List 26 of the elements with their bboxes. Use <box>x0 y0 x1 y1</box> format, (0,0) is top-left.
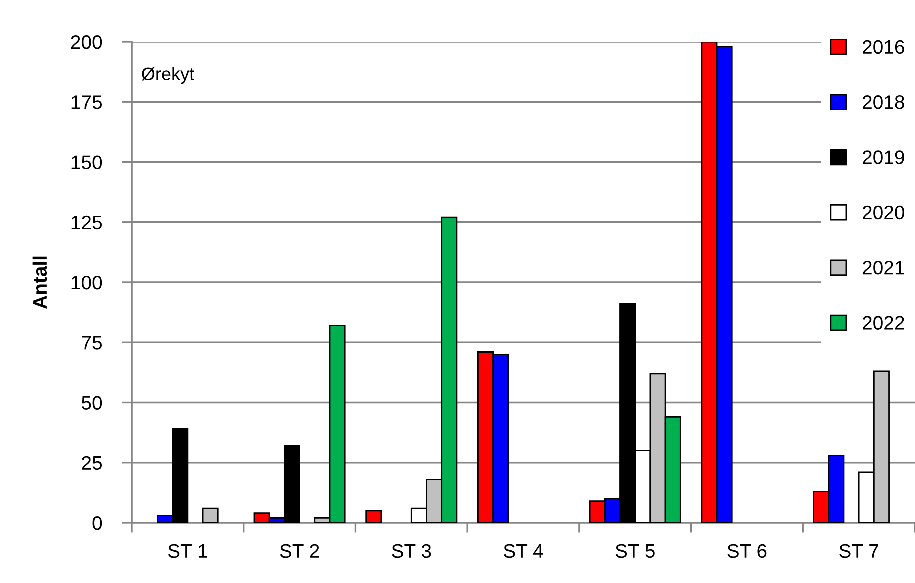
legend-label: 2019 <box>863 150 904 164</box>
x-tick-label: ST 5 <box>616 544 655 558</box>
x-tick-label: ST 1 <box>168 544 208 558</box>
legend-label: 2020 <box>863 206 905 220</box>
annotation: Ørekyt <box>142 67 194 84</box>
y-tick-label: 125 <box>72 216 102 230</box>
y-tick-label: 150 <box>72 156 102 170</box>
x-tick-label: ST 2 <box>280 544 320 558</box>
y-tick-label: 0 <box>92 516 102 530</box>
y-axis-title: Antall <box>32 256 48 310</box>
legend-label: 2021 <box>863 261 904 275</box>
y-tick-label: 175 <box>72 96 102 110</box>
x-tick-label: ST 6 <box>728 544 767 558</box>
legend-label: 2018 <box>863 95 904 110</box>
x-tick-label: ST 4 <box>504 544 544 558</box>
legend-label: 2016 <box>863 40 904 54</box>
y-tick-label: 100 <box>72 276 102 290</box>
x-tick-label: ST 7 <box>840 544 878 558</box>
y-tick-label: 50 <box>82 396 102 410</box>
y-tick-label: 75 <box>82 336 102 350</box>
legend-label: 2022 <box>863 316 904 330</box>
y-tick-label: 25 <box>82 456 102 470</box>
x-tick-label: ST 3 <box>392 544 432 558</box>
y-tick-label: 200 <box>71 35 102 50</box>
bar <box>366 510 382 523</box>
bar <box>202 508 219 523</box>
